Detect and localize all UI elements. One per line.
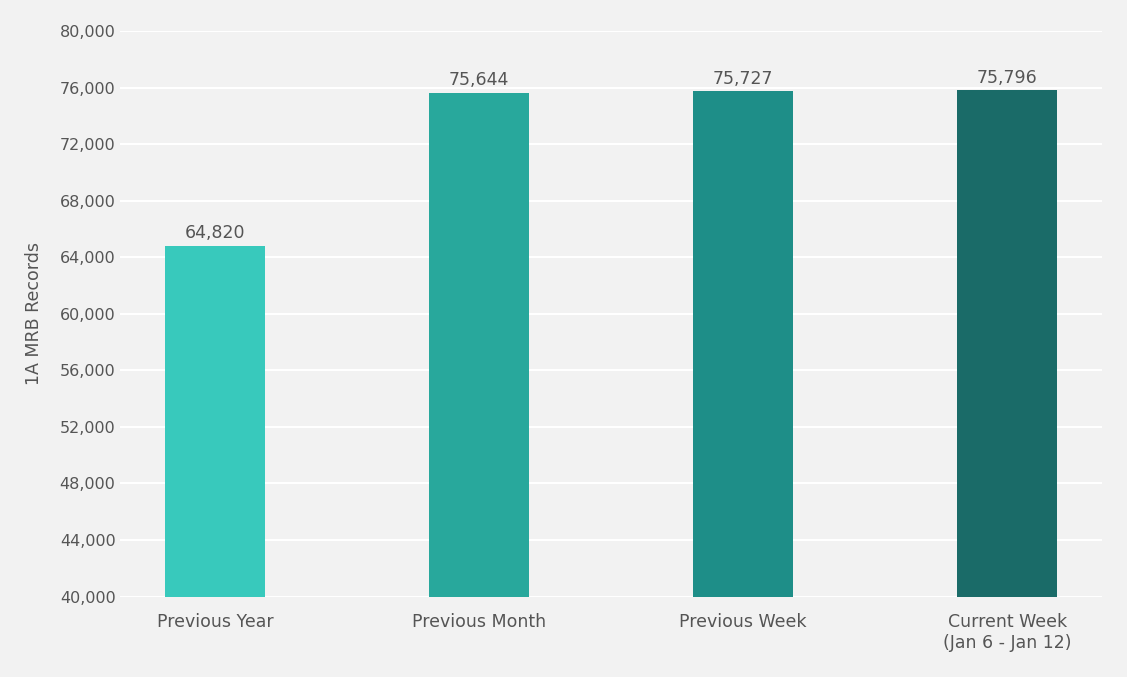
Text: 75,727: 75,727 [713, 70, 773, 88]
Text: 64,820: 64,820 [185, 224, 246, 242]
Bar [429, 93, 530, 677]
Bar [165, 246, 265, 677]
Text: 75,796: 75,796 [977, 69, 1038, 87]
Text: 75,644: 75,644 [449, 71, 509, 89]
Bar [693, 91, 793, 677]
Y-axis label: 1A MRB Records: 1A MRB Records [25, 242, 43, 385]
Bar [957, 91, 1057, 677]
